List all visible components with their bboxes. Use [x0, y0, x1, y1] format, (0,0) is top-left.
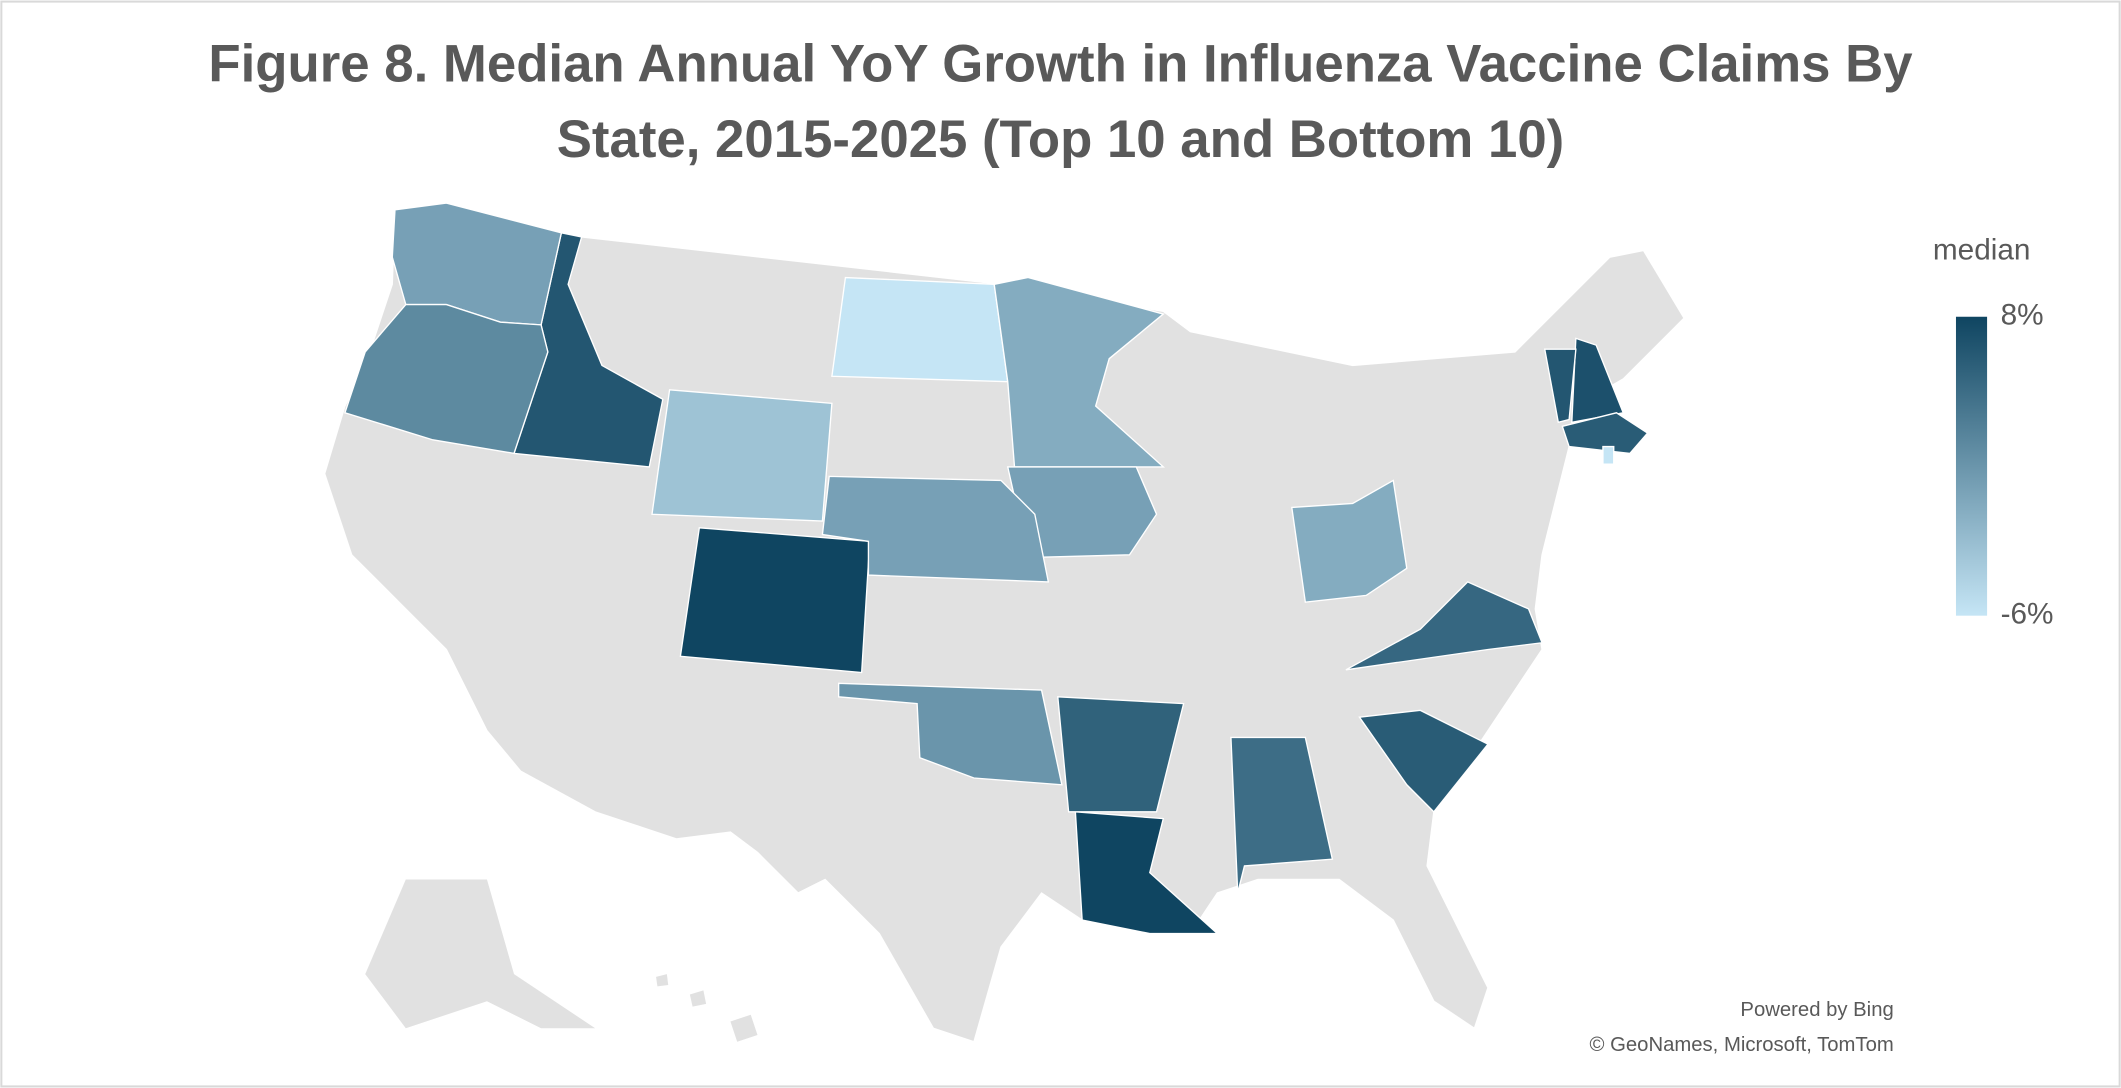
- state-region: [993, 276, 1166, 468]
- legend: median 8% -6%: [1933, 234, 2054, 631]
- credit-text: Powered by Bing: [1740, 999, 1893, 1021]
- state-region: [837, 682, 1063, 786]
- hawaii: [656, 974, 669, 987]
- state-region: [1571, 337, 1625, 424]
- states: [344, 202, 1649, 935]
- state-region: [679, 527, 871, 674]
- state-region: [1291, 479, 1408, 603]
- colorbar: [1955, 316, 1988, 616]
- colorbar-tick-label: 8%: [2001, 299, 2044, 332]
- state-region: [1358, 709, 1489, 813]
- state-region: [821, 475, 1050, 583]
- state-region: [1602, 445, 1615, 465]
- state-region: [1230, 736, 1334, 894]
- legend-title: median: [1933, 234, 2031, 267]
- hawaii: [730, 1014, 758, 1042]
- colorbar-tick-label: -6%: [2001, 598, 2054, 631]
- credit-text: © GeoNames, Microsoft, TomTom: [1590, 1034, 1894, 1056]
- state-region: [831, 276, 1009, 383]
- state-region: [1543, 348, 1577, 424]
- title-wrap: Figure 8. Median Annual YoY Growth in In…: [208, 35, 1913, 170]
- state-region: [1561, 412, 1649, 455]
- state-region: [1345, 581, 1544, 671]
- alaska: [365, 879, 596, 1029]
- hawaii: [689, 990, 707, 1007]
- state-region: [1057, 696, 1185, 813]
- us-outline: [323, 202, 1685, 1043]
- chart-title: Figure 8. Median Annual YoY Growth in In…: [208, 35, 1913, 170]
- state-region: [1074, 811, 1220, 935]
- state-region: [344, 303, 549, 455]
- base-map: [323, 202, 1685, 1043]
- state-region: [651, 389, 833, 522]
